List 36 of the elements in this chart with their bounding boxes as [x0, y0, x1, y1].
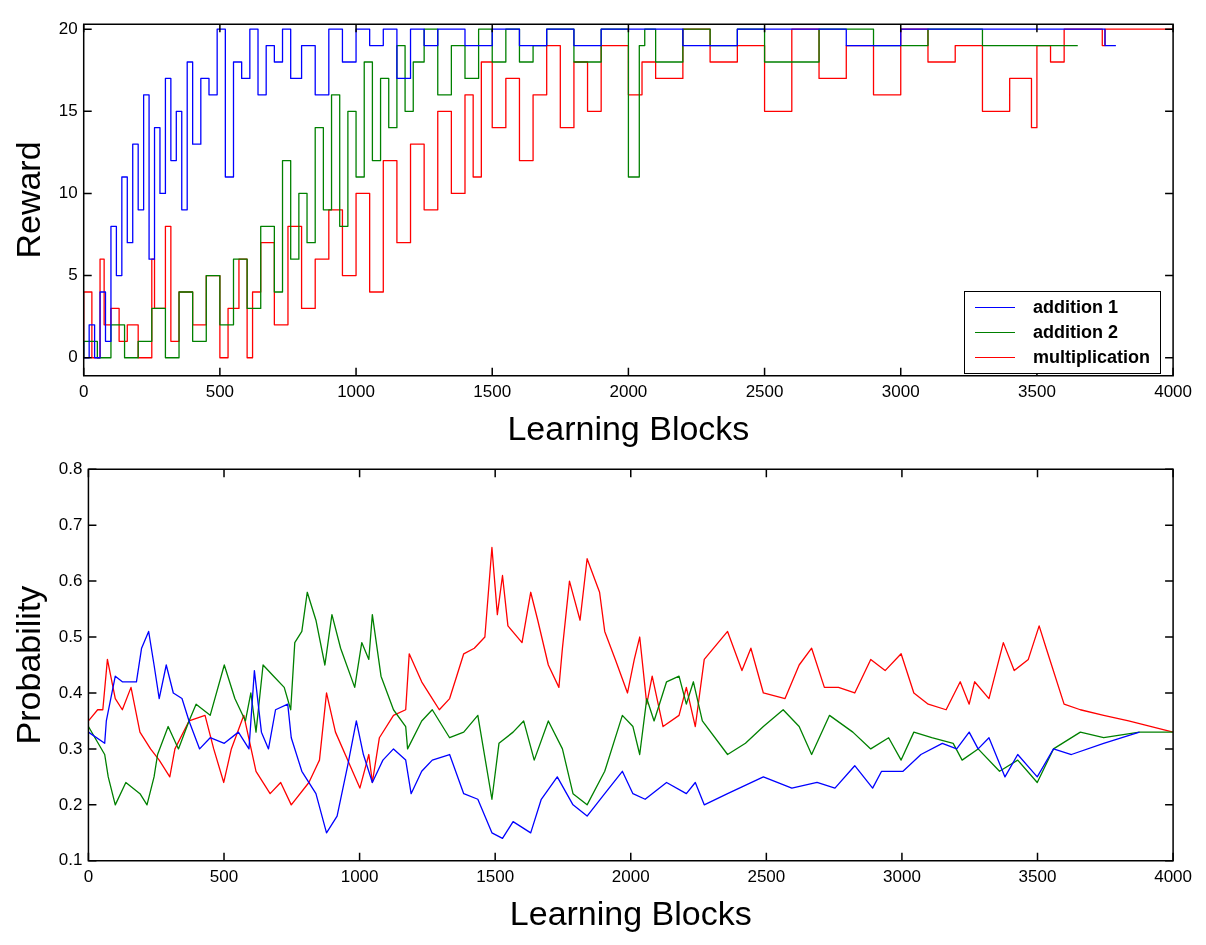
x-tick-label: 500 [209, 866, 239, 886]
x-tick-label: 2000 [609, 381, 648, 401]
x-axis-title: Learning Blocks [507, 408, 750, 447]
y-tick-label: 0.3 [58, 738, 83, 758]
x-tick-label: 1000 [340, 866, 379, 886]
y-tick-label: 0.5 [58, 626, 83, 646]
y-tick-label: 0.4 [58, 682, 83, 702]
x-tick-label: 1000 [337, 381, 375, 401]
y-tick-label: 0.2 [58, 794, 83, 814]
x-tick-label: 3500 [1018, 381, 1056, 401]
legend-label: multiplication [1033, 345, 1151, 369]
y-tick-label: 15 [58, 100, 78, 120]
y-tick-label: 0.1 [58, 850, 83, 870]
y-tick-label: 20 [58, 18, 78, 38]
y-tick-label: 0 [68, 347, 78, 367]
y-axis-title: Probability [8, 585, 47, 745]
x-tick-label: 1500 [476, 866, 515, 886]
x-axis-title: Learning Blocks [509, 893, 752, 932]
x-tick-label: 4000 [1154, 381, 1192, 401]
x-tick-label: 2000 [611, 866, 650, 886]
y-tick-label: 10 [58, 183, 78, 203]
x-tick-label: 3000 [881, 381, 920, 401]
y-tick-label: 0.7 [58, 514, 83, 534]
legend-label: addition 2 [1033, 320, 1119, 344]
y-tick-label: 0.6 [58, 570, 83, 590]
y-axis-title: Reward [8, 141, 47, 259]
x-tick-label: 2500 [745, 381, 784, 401]
x-tick-label: 3500 [1018, 866, 1057, 886]
y-tick-label: 0.8 [58, 458, 83, 478]
x-tick-label: 1500 [473, 381, 512, 401]
x-tick-label: 4000 [1154, 866, 1192, 886]
x-tick-label: 3000 [883, 866, 921, 886]
x-tick-label: 500 [205, 381, 235, 401]
x-tick-label: 2500 [747, 866, 786, 886]
y-tick-label: 5 [68, 265, 78, 285]
legend-label: addition 1 [1033, 295, 1119, 319]
